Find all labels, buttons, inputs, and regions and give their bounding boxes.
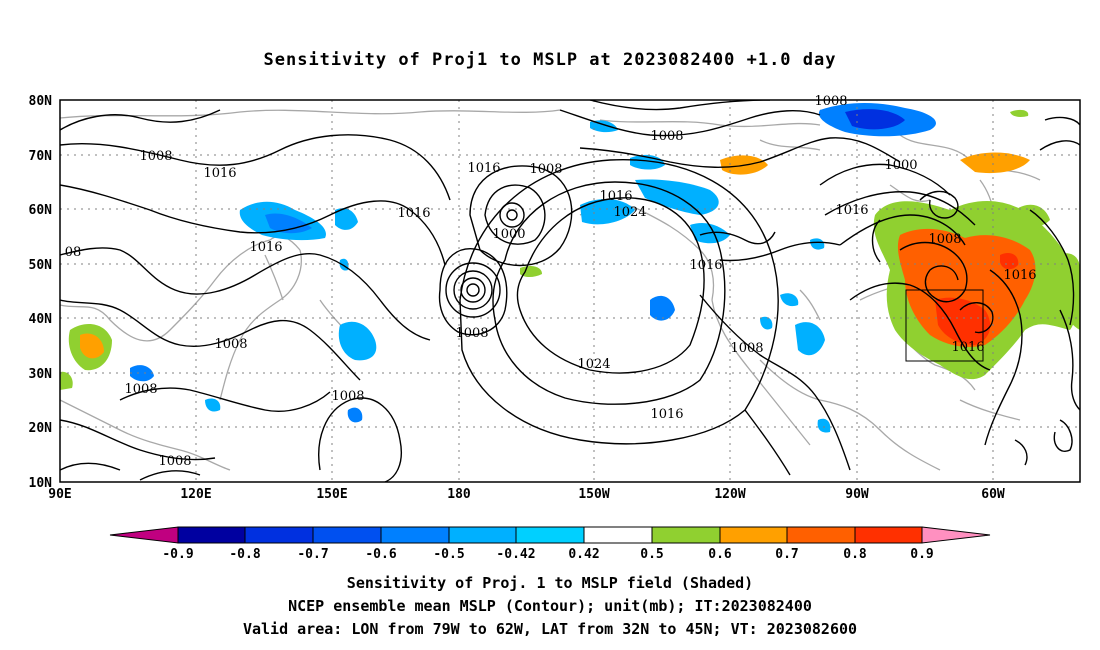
colorbar-label: 0.8 <box>843 547 867 562</box>
caption-line-2: NCEP ensemble mean MSLP (Contour); unit(… <box>288 597 812 615</box>
colorbar-label: -0.9 <box>162 547 193 562</box>
colorbar-label: -0.7 <box>297 547 328 562</box>
contour-label: 1016 <box>835 203 868 218</box>
caption-line-1: Sensitivity of Proj. 1 to MSLP field (Sh… <box>346 574 754 592</box>
mslp-contours <box>60 100 1080 482</box>
lon-label: 150E <box>316 487 347 502</box>
lat-label: 50N <box>29 258 53 273</box>
contour-label: 1008 <box>650 129 683 144</box>
valid-area-box <box>905 289 984 362</box>
colorbar-box <box>719 526 788 544</box>
colorbar-label: 0.6 <box>708 547 732 562</box>
colorbar-label: -0.6 <box>365 547 396 562</box>
contour-label: 1016 <box>1003 268 1036 283</box>
contour-label: 1008 <box>928 232 961 247</box>
lon-label: 90W <box>845 487 869 502</box>
contour-label: 1008 <box>455 326 488 341</box>
contour-label: 1008 <box>814 94 847 109</box>
colorbar-label: -0.42 <box>496 547 535 562</box>
contour-label: 1008 <box>124 382 157 397</box>
lat-label: 60N <box>29 203 53 218</box>
colorbar-label: 0.7 <box>775 547 798 562</box>
contour-label: 1008 <box>158 454 191 469</box>
contour-label: 1008 <box>529 162 562 177</box>
colorbar: -0.9 -0.8 -0.7 -0.6 -0.5 -0.42 0.42 0.5 … <box>109 526 991 562</box>
colorbar-label: 0.9 <box>910 547 933 562</box>
lat-label: 70N <box>29 149 53 164</box>
contour-label: 1016 <box>203 166 236 181</box>
gridlines <box>60 100 1080 482</box>
lat-label: 10N <box>29 476 53 491</box>
chart-title: Sensitivity of Proj1 to MSLP at 20230824… <box>263 50 837 70</box>
colorbar-box <box>583 526 653 544</box>
contour-label: 1024 <box>577 357 610 372</box>
contour-label: 1008 <box>214 337 247 352</box>
contour-label: 1016 <box>397 206 430 221</box>
lat-label: 20N <box>29 421 53 436</box>
lon-label: 60W <box>981 487 1005 502</box>
colorbar-box <box>177 526 246 544</box>
colorbar-box <box>380 526 450 544</box>
lon-label: 90E <box>48 487 71 502</box>
lat-label: 30N <box>29 367 53 382</box>
colorbar-label: 0.42 <box>568 547 599 562</box>
lon-label: 150W <box>578 487 609 502</box>
colorbar-box <box>448 526 517 544</box>
caption-line-3: Valid area: LON from 79W to 62W, LAT fro… <box>242 620 858 638</box>
colorbar-box <box>651 526 721 544</box>
longitude-labels: 90E 120E 150E 180 150W 120W 90W 60W <box>48 487 1005 502</box>
contour-label: 1016 <box>689 258 722 273</box>
contour-label-group: 1008 1016 1016 1016 1008 1016 1008 1000 … <box>65 94 1037 469</box>
lat-label: 80N <box>29 94 53 109</box>
contour-label: 1008 <box>730 341 763 356</box>
contour-label: 1016 <box>951 340 984 355</box>
colorbar-label: 0.5 <box>640 547 663 562</box>
contour-label: 1016 <box>467 161 500 176</box>
colorbar-label: -0.5 <box>433 547 464 562</box>
contour-label: 1008 <box>139 149 172 164</box>
colorbar-box <box>515 526 585 544</box>
contour-label: 1000 <box>884 158 917 173</box>
colorbar-low-arrow <box>109 526 179 544</box>
colorbar-box <box>312 526 382 544</box>
contour-label: 1016 <box>650 407 683 422</box>
colorbar-box <box>854 526 923 544</box>
colorbar-label: -0.8 <box>229 547 260 562</box>
contour-label: 1016 <box>249 240 282 255</box>
contour-label: 1016 <box>599 189 632 204</box>
contour-label: 1008 <box>331 389 364 404</box>
contour-label: 08 <box>65 245 82 260</box>
colorbar-high-arrow <box>921 526 991 544</box>
map-frame <box>59 99 1081 483</box>
latitude-labels: 80N 70N 60N 50N 40N 30N 20N 10N <box>29 94 53 491</box>
lon-label: 180 <box>447 487 471 502</box>
contour-label: 1000 <box>492 227 525 242</box>
colorbar-box <box>786 526 856 544</box>
lon-label: 120E <box>180 487 211 502</box>
lat-label: 40N <box>29 312 53 327</box>
contour-label: 1024 <box>613 205 646 220</box>
colorbar-box <box>244 526 314 544</box>
lon-label: 120W <box>714 487 745 502</box>
